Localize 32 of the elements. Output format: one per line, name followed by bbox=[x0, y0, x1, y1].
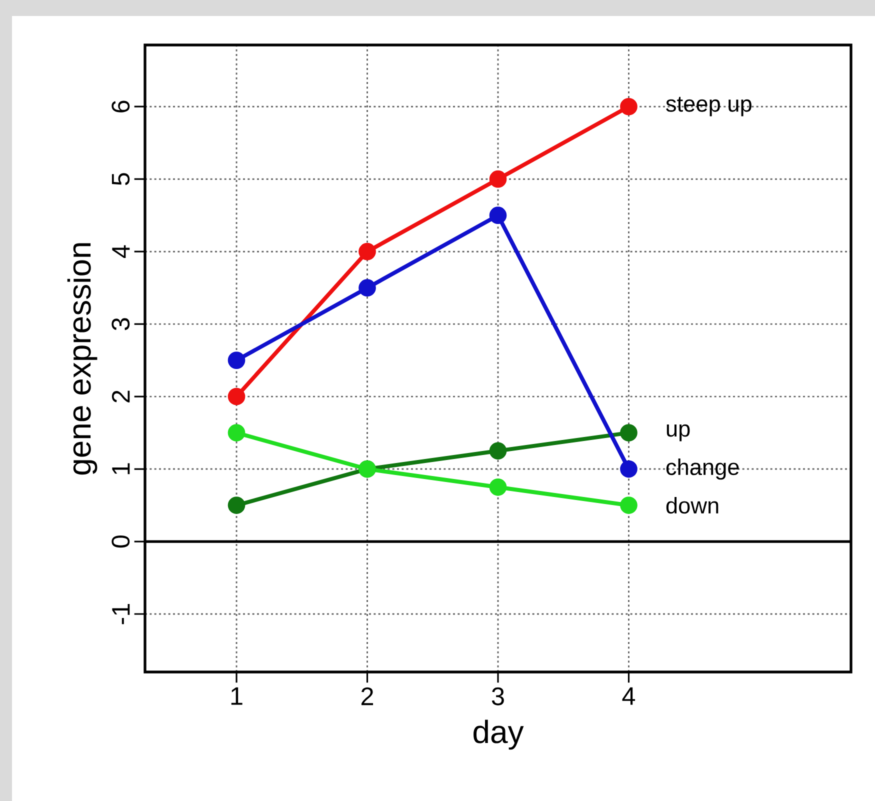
point bbox=[228, 496, 246, 514]
point bbox=[489, 170, 507, 188]
point bbox=[228, 388, 246, 406]
point bbox=[620, 460, 638, 478]
point bbox=[358, 242, 376, 260]
y-tick-label: 3 bbox=[112, 318, 130, 330]
y-tick-label: 4 bbox=[112, 245, 130, 258]
y-tick-label: 2 bbox=[112, 390, 130, 402]
series-label: up bbox=[666, 424, 690, 442]
point bbox=[620, 98, 638, 116]
x-tick-label: 3 bbox=[492, 687, 504, 706]
x-tick-label: 2 bbox=[361, 687, 374, 706]
x-axis-title: day bbox=[474, 720, 524, 750]
y-tick-label: 1 bbox=[112, 463, 130, 474]
series-label: down bbox=[666, 496, 718, 514]
y-axis-title: gene expression bbox=[67, 243, 98, 475]
y-tick-label: 0 bbox=[112, 535, 130, 548]
point bbox=[620, 496, 638, 514]
series-label: steep up bbox=[666, 96, 752, 116]
point bbox=[228, 352, 246, 369]
point bbox=[620, 424, 638, 442]
point bbox=[489, 478, 507, 496]
point bbox=[358, 279, 376, 296]
y-tick-label: 6 bbox=[112, 100, 130, 112]
point bbox=[489, 206, 507, 224]
series-label: change bbox=[666, 458, 739, 480]
point bbox=[228, 424, 246, 442]
y-tick-label: 5 bbox=[112, 173, 130, 186]
x-tick-label: 4 bbox=[622, 687, 636, 705]
x-tick-label: 1 bbox=[231, 687, 242, 705]
y-tick-label: -1 bbox=[112, 604, 130, 624]
point bbox=[489, 442, 507, 460]
